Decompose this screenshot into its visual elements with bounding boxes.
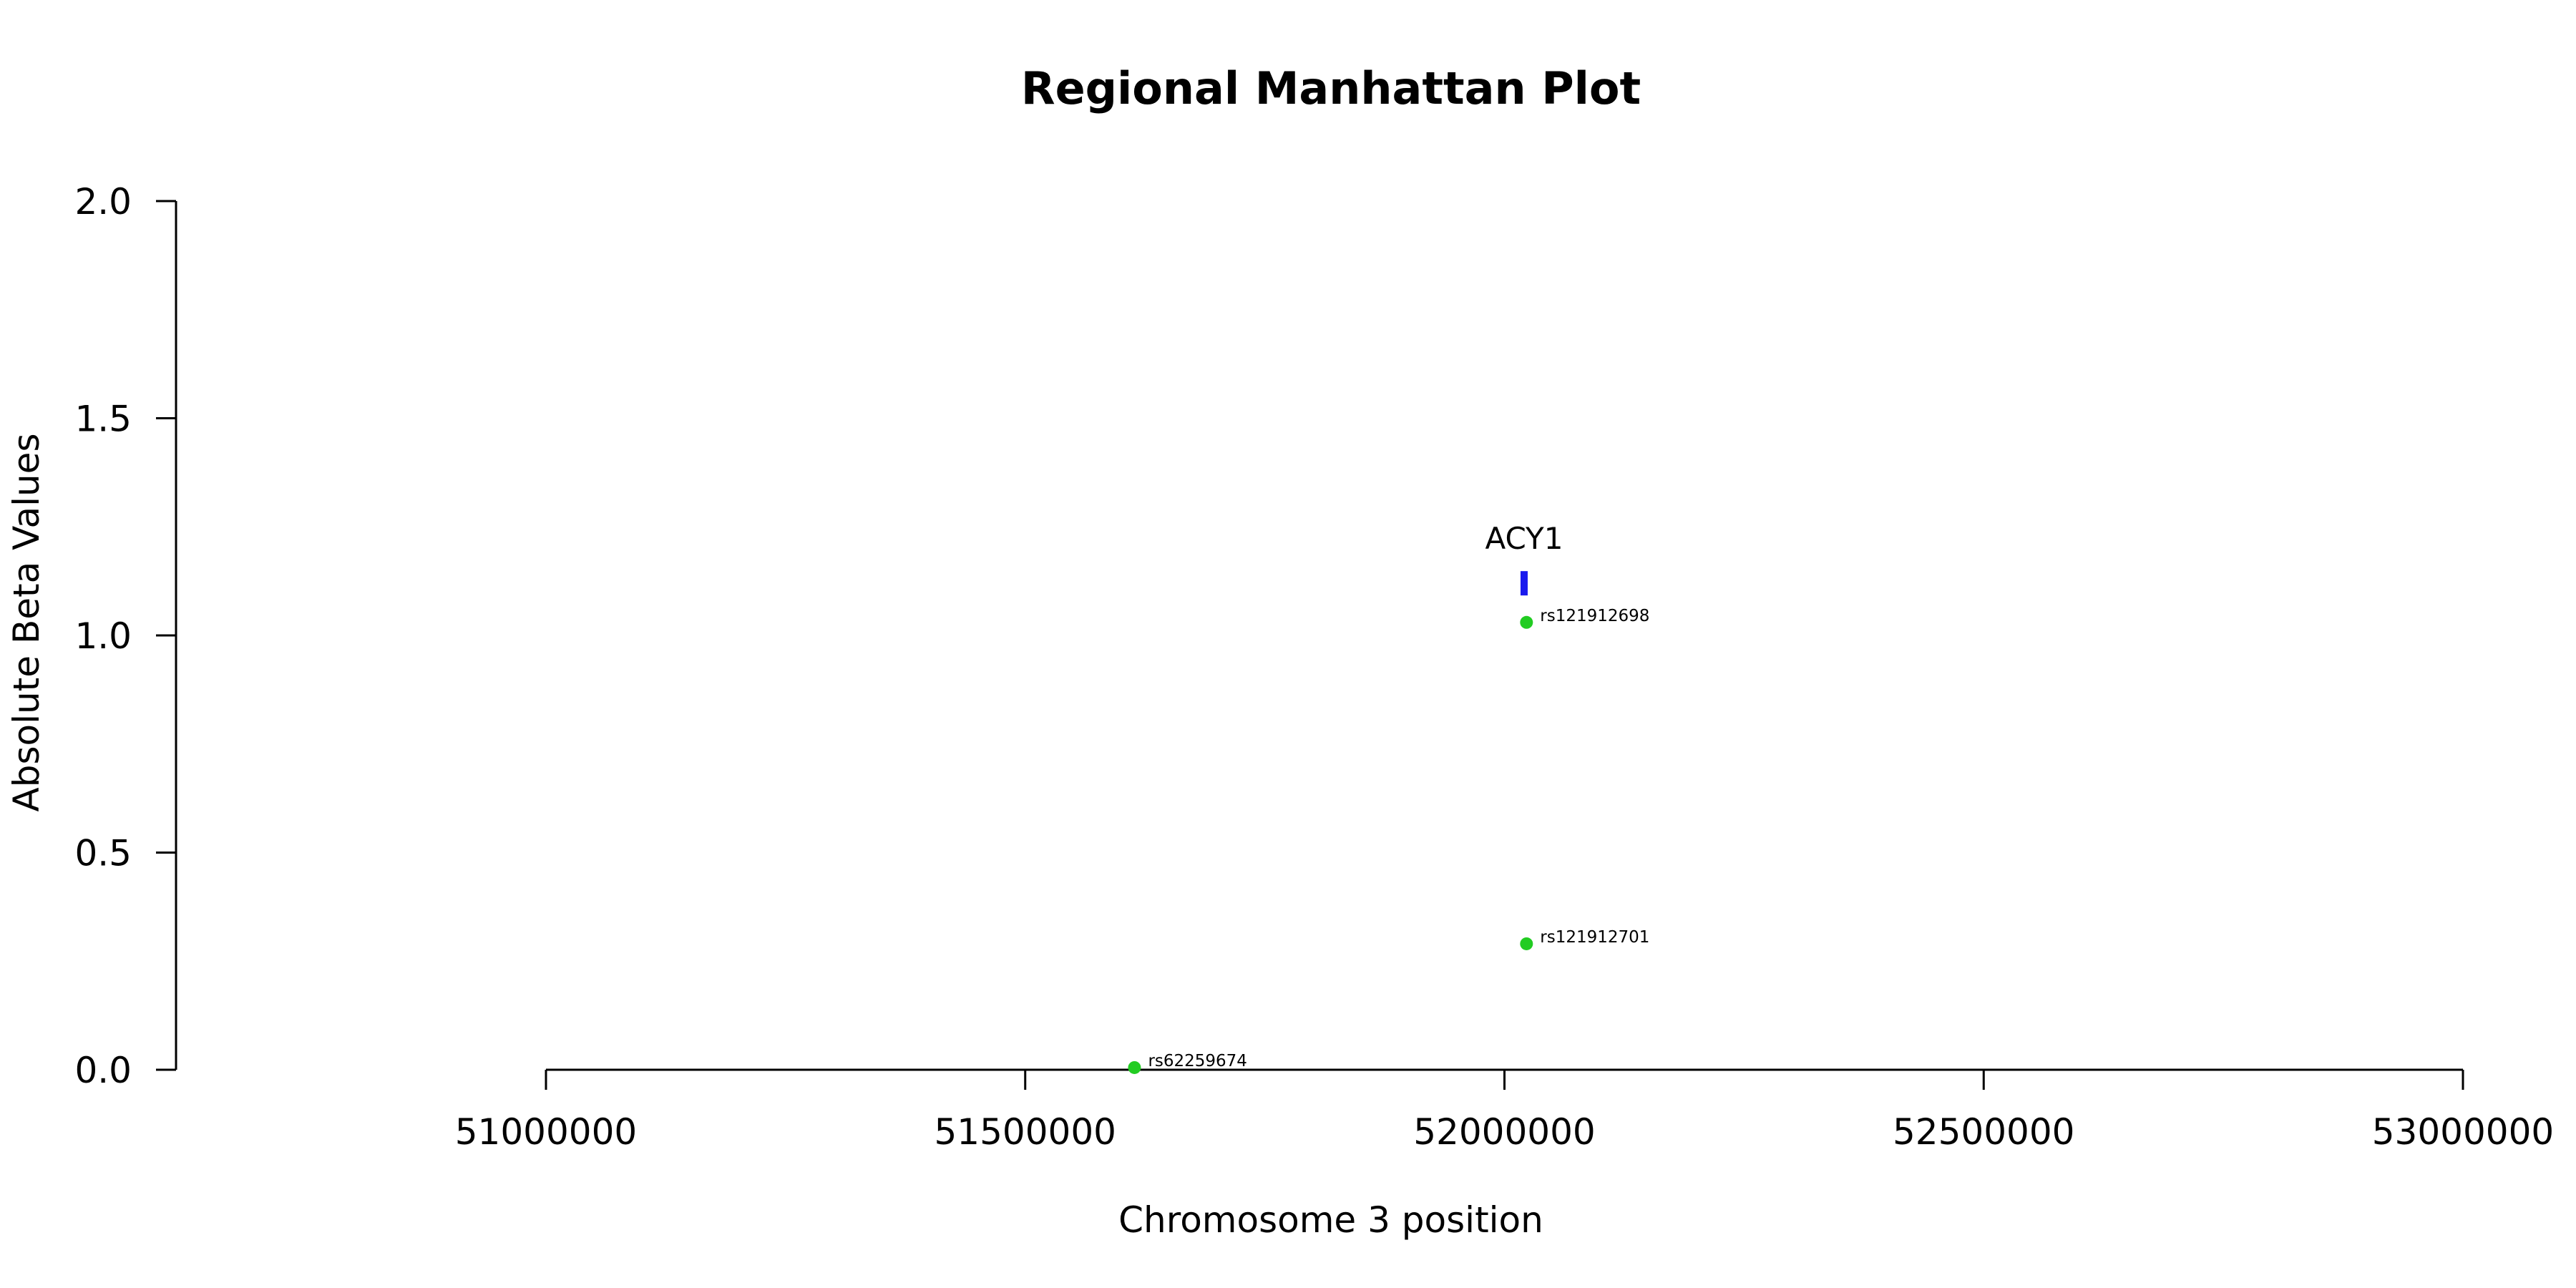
y-tick-label: 1.5 xyxy=(74,399,132,440)
snp-label: rs62259674 xyxy=(1148,1052,1247,1070)
gene-annotations: ACY1 xyxy=(1485,521,1563,596)
x-axis-label: Chromosome 3 position xyxy=(1118,1199,1543,1241)
data-points: rs121912698 rs121912701 rs62259674 xyxy=(1128,607,1649,1074)
y-tick-label: 1.0 xyxy=(74,615,132,657)
chart-title: Regional Manhattan Plot xyxy=(1021,62,1641,114)
snp-label: rs121912701 xyxy=(1540,928,1649,947)
snp-point xyxy=(1520,615,1533,629)
snp-point xyxy=(1128,1060,1141,1074)
x-tick-label: 51500000 xyxy=(935,1111,1117,1153)
x-tick-label: 51000000 xyxy=(455,1111,638,1153)
axes: 51000000 51500000 52000000 52500000 53000000… xyxy=(74,181,2554,1153)
x-tick-label: 52000000 xyxy=(1413,1111,1596,1153)
x-tick-label: 52500000 xyxy=(1893,1111,2075,1153)
gene-label: ACY1 xyxy=(1485,521,1563,556)
y-tick-label: 2.0 xyxy=(74,181,132,223)
y-axis-label: Absolute Beta Values xyxy=(6,434,47,812)
y-tick-label: 0.5 xyxy=(74,833,132,874)
y-tick-label: 0.0 xyxy=(74,1050,132,1091)
gene-bar xyxy=(1520,571,1528,596)
x-tick-label: 53000000 xyxy=(2372,1111,2555,1153)
snp-point xyxy=(1520,937,1533,950)
snp-label: rs121912698 xyxy=(1540,607,1649,625)
